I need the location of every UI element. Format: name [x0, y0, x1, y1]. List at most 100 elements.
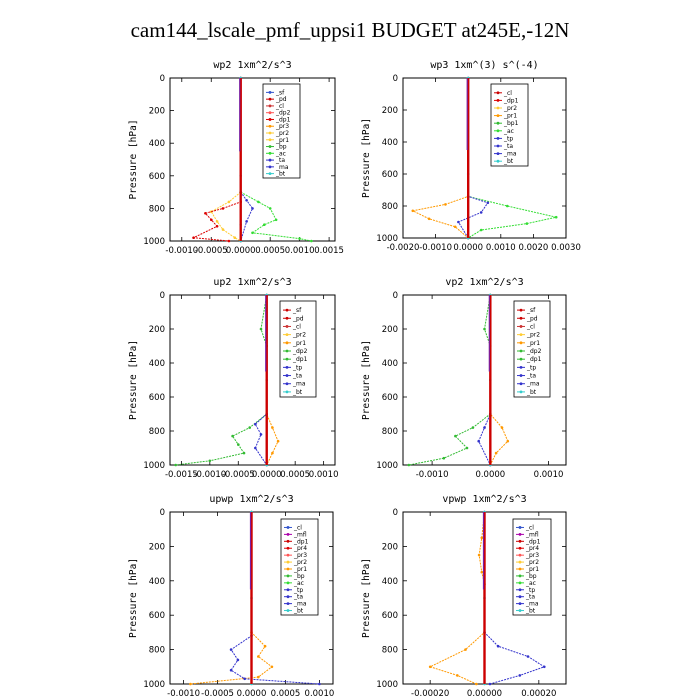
x-tick-label: 0.0010	[309, 470, 339, 480]
series-line	[489, 295, 509, 466]
x-tick-label: -0.00020	[411, 689, 449, 699]
x-tick-label: 0.0015	[314, 246, 344, 256]
series-line	[428, 511, 485, 685]
legend-marker	[268, 172, 272, 176]
y-tick-label: 400	[149, 577, 165, 587]
x-tick-label: 0.0000	[226, 246, 256, 256]
y-tick-label: 400	[382, 138, 398, 148]
legend: _cl_dp1_pr2_pr1_bp1_ac_tp_ta_ma_bt	[490, 83, 529, 167]
panel-title: wp2 1xm^2/s^3	[213, 60, 291, 71]
legend-label: _tp	[525, 587, 535, 594]
legend-marker	[286, 553, 290, 557]
legend-marker	[518, 581, 522, 585]
panel-title: up2 1xm^2/s^3	[213, 277, 291, 288]
data-point	[229, 668, 233, 672]
legend-marker	[518, 546, 522, 550]
legend-marker	[519, 308, 523, 312]
data-point	[254, 422, 257, 426]
data-point	[464, 648, 467, 651]
data-point	[477, 439, 481, 443]
y-tick-label: 0	[160, 291, 165, 301]
x-tick-label: 0.0005	[271, 689, 301, 699]
legend-label: _tp	[292, 364, 302, 371]
legend-marker	[268, 165, 272, 169]
data-point	[192, 236, 195, 239]
x-tick-label: 0.0030	[551, 243, 581, 253]
y-tick-label: 400	[149, 139, 165, 149]
panel-title: wp3 1xm^(3) s^(-4)	[430, 60, 538, 71]
y-tick-label: 200	[149, 542, 165, 552]
legend-label: _ac	[525, 580, 536, 587]
legend-label: _ta	[292, 373, 302, 380]
plot-frame	[402, 294, 567, 466]
legend-marker	[518, 588, 522, 592]
data-point	[407, 463, 411, 467]
x-tick-label: 0.0010	[305, 689, 335, 699]
y-tick-label: 800	[382, 427, 398, 437]
legend-label: _ta	[525, 594, 535, 601]
legend-label: _dp1	[292, 356, 308, 363]
y-tick-label: 400	[382, 359, 398, 369]
legend-label: _pr1	[503, 113, 517, 120]
y-tick-label: 800	[382, 646, 398, 656]
legend-label: _cl	[526, 323, 535, 330]
data-point	[236, 658, 240, 662]
data-point	[494, 451, 498, 455]
legend-label: _bp	[275, 144, 287, 151]
legend-label: _dp2	[292, 348, 308, 355]
legend-marker	[268, 151, 272, 155]
y-tick-label: 600	[382, 393, 398, 403]
x-tick-label: 0.0010	[486, 243, 516, 253]
legend-label: _pr2	[503, 105, 517, 112]
legend-marker	[285, 325, 289, 328]
series-line	[457, 78, 489, 239]
y-tick-label: 600	[149, 172, 165, 182]
data-point	[496, 644, 500, 648]
x-tick-label: 0.0005	[255, 246, 285, 256]
data-point	[204, 212, 207, 215]
legend-marker	[496, 121, 500, 125]
legend-marker	[519, 374, 523, 377]
legend-label: _ma	[525, 601, 539, 608]
panel-4: vp2 1xm^2/s^3 0 200 400 600 800 1000 -0.0010 0.0…	[361, 277, 567, 480]
panel-title: vp2 1xm^2/s^3	[445, 277, 523, 288]
data-point	[259, 433, 263, 436]
legend-label: _pr3	[275, 123, 289, 130]
legend-label: _pr1	[525, 566, 539, 573]
y-tick-label: 200	[382, 542, 398, 552]
data-point	[215, 225, 219, 228]
data-point	[442, 456, 446, 460]
data-point	[428, 665, 432, 669]
legend-label: _cl	[292, 323, 301, 330]
data-point	[453, 225, 457, 229]
y-tick-label: 0	[393, 74, 398, 84]
legend-label: _tp	[293, 587, 303, 594]
x-tick-label: 0.0010	[285, 246, 315, 256]
data-point	[229, 648, 233, 651]
plot-frame	[402, 77, 567, 239]
panel-1: wp2 1xm^2/s^3 0 200 400 600 800 1000-0.0010-0.…	[128, 60, 344, 256]
legend-marker	[268, 158, 272, 162]
data-point	[263, 223, 266, 226]
legend-marker	[286, 609, 290, 612]
legend-marker	[496, 152, 500, 156]
data-point	[411, 209, 415, 213]
legend-label: _ma	[526, 381, 540, 388]
legend-label: _ma	[292, 381, 306, 388]
legend-label: _cl	[503, 90, 512, 97]
x-tick-label: 0.0000	[252, 470, 282, 480]
legend-label: _pr2	[293, 559, 307, 566]
data-point	[245, 220, 248, 223]
legend: _sf_pd_cl _pr2_pr1_dp2_dp1_tp _ta_ma_bt	[513, 300, 551, 398]
legend-marker	[518, 609, 522, 612]
series-line	[240, 78, 254, 242]
legend-label: _pr2	[525, 559, 539, 566]
data-point	[486, 201, 490, 205]
legend-label: _ac	[275, 150, 286, 157]
legend: _sf_pd_cl _pr2_pr1_dp2_dp1_tp _ta_ma_bt	[279, 300, 317, 398]
x-tick-label: -0.0015	[165, 470, 198, 480]
legend-label: _bp	[293, 573, 305, 580]
data-point	[318, 682, 321, 686]
x-tick-label: -0.0010	[193, 470, 226, 480]
data-point	[237, 443, 240, 446]
